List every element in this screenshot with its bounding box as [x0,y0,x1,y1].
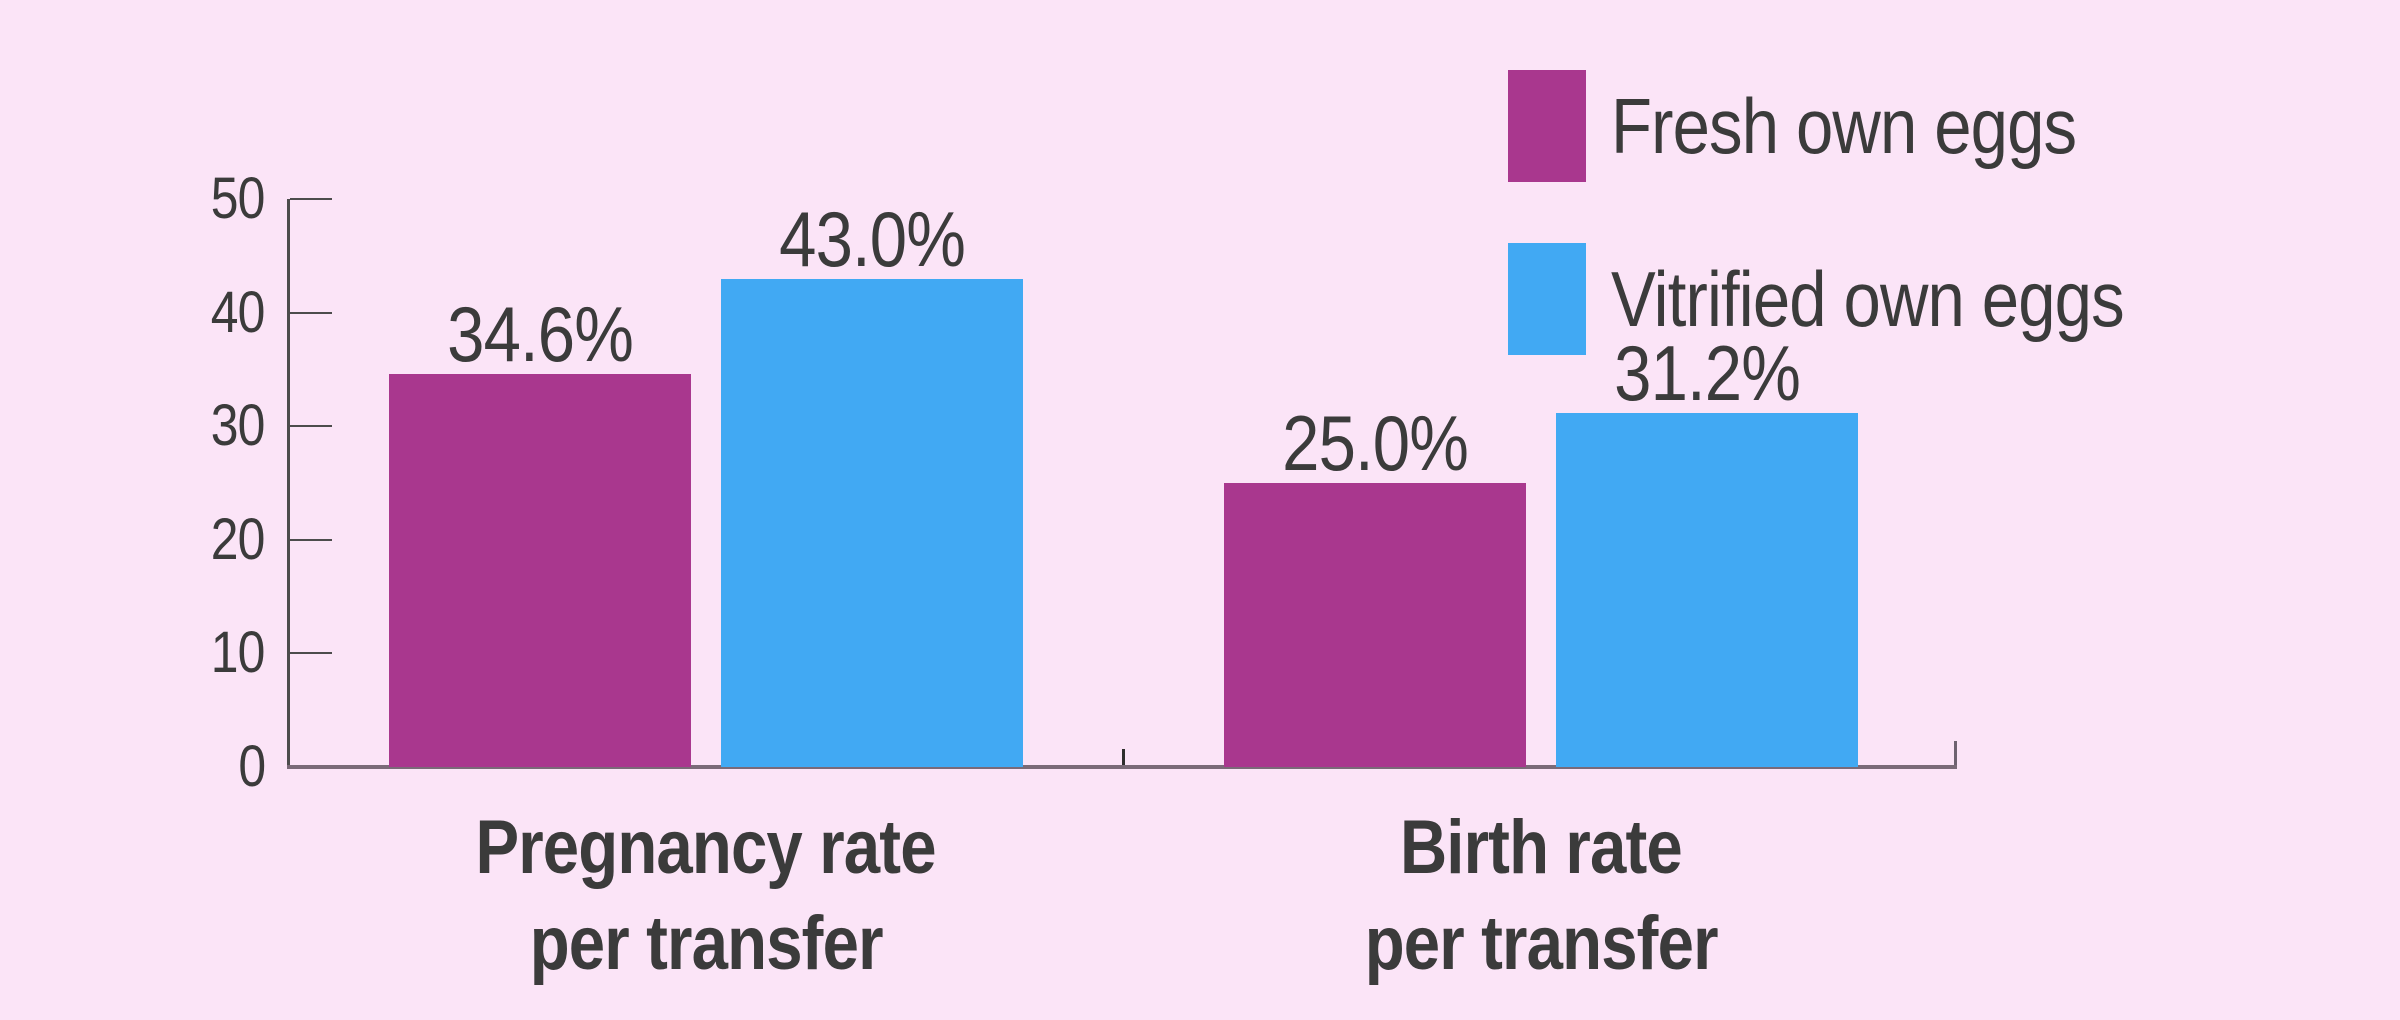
legend-item-vitrified-own-eggs: Vitrified own eggs [1508,243,2207,355]
value-label-text: 31.2% [1614,328,1801,417]
bar-fresh-own-eggs-pregnancy-rate [389,373,691,767]
bar-fresh-own-eggs-birth-rate [1224,483,1526,767]
legend-label-text: Fresh own eggs [1611,82,2077,170]
value-label-fresh-own-eggs-birth-rate: 25.0% [1175,403,1575,483]
value-label-vitrified-own-eggs-pregnancy-rate: 43.0% [672,199,1072,279]
category-label-line: per transfer [529,901,884,986]
y-axis-label-30: 30 [45,393,266,459]
y-axis-label-20: 20 [45,506,266,572]
category-label-line: per transfer [1364,901,1719,986]
y-axis-line [287,199,290,769]
y-tick-30 [290,425,332,428]
y-tick-10 [290,652,332,655]
legend-swatch-vitrified-own-eggs [1508,243,1586,355]
y-axis-label-text: 50 [211,166,266,231]
y-axis-label-text: 0 [238,734,266,799]
y-axis-label-text: 10 [211,620,266,686]
y-tick-40 [290,311,332,314]
y-tick-50 [290,198,332,200]
bar-vitrified-own-eggs-pregnancy-rate [721,278,1023,767]
y-axis-label-text: 40 [211,279,266,345]
value-label-text: 25.0% [1282,399,1469,487]
value-label-text: 43.0% [779,194,966,283]
category-label-line: Pregnancy rate [475,805,937,890]
x-axis-line [287,765,1957,769]
category-label-pregnancy-rate: Pregnancy rate per transfer [326,800,1086,992]
legend-label-fresh-own-eggs: Fresh own eggs [1611,70,2152,182]
y-axis-label-50: 50 [45,166,266,231]
value-label-vitrified-own-eggs-birth-rate: 31.2% [1507,333,1907,413]
category-label-birth-rate: Birth rate per transfer [1161,800,1921,992]
legend-swatch-fresh-own-eggs [1508,70,1586,182]
legend-label-vitrified-own-eggs: Vitrified own eggs [1611,243,2207,355]
y-axis-label-0: 0 [45,734,266,799]
y-tick-20 [290,538,332,541]
x-axis-boundary-tick-2 [1954,741,1957,765]
y-axis-label-text: 20 [211,506,266,572]
bar-vitrified-own-eggs-birth-rate [1556,412,1858,767]
value-label-fresh-own-eggs-pregnancy-rate: 34.6% [340,294,740,374]
value-label-text: 34.6% [447,289,634,378]
y-axis-label-10: 10 [45,620,266,686]
y-axis-label-text: 30 [211,393,266,459]
legend-item-fresh-own-eggs: Fresh own eggs [1508,70,2152,182]
x-axis-boundary-tick-1 [1122,749,1125,765]
y-axis-label-40: 40 [45,279,266,345]
category-label-line: Birth rate [1400,805,1683,890]
legend-label-text: Vitrified own eggs [1611,255,2125,343]
